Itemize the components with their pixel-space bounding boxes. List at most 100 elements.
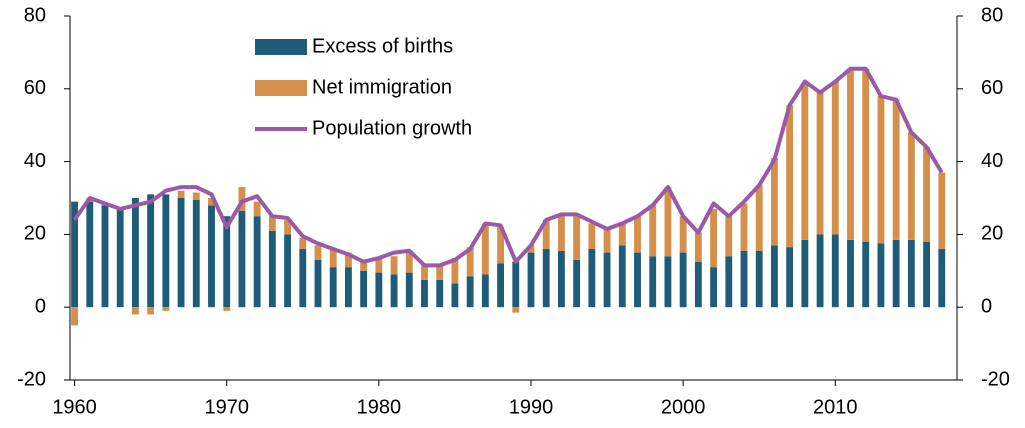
bar: [801, 239, 809, 308]
bar: [375, 258, 383, 273]
bar: [588, 248, 596, 308]
bar: [679, 216, 687, 253]
bar: [634, 216, 641, 253]
bar: [360, 270, 368, 308]
bar: [618, 245, 626, 308]
bar: [877, 243, 885, 308]
legend-label: Population growth: [312, 117, 472, 139]
bar: [329, 248, 337, 268]
bar: [816, 234, 824, 308]
bar: [208, 198, 215, 206]
bar: [192, 192, 200, 200]
bar: [345, 252, 352, 268]
bar: [253, 201, 261, 217]
bar: [755, 185, 763, 251]
bar: [679, 252, 687, 308]
bar: [223, 307, 231, 311]
bar: [938, 172, 946, 249]
bar: [223, 216, 231, 308]
bar: [907, 132, 915, 240]
bar: [268, 230, 276, 308]
bar: [831, 81, 839, 235]
y2-tick-label: 0: [981, 295, 992, 317]
bar: [284, 219, 291, 235]
bar: [238, 187, 246, 211]
bar: [360, 259, 368, 271]
bar: [405, 272, 413, 308]
y-tick-label: 60: [24, 77, 46, 99]
bar: [177, 190, 185, 198]
bar: [907, 239, 915, 308]
bar: [299, 248, 307, 308]
bar: [497, 227, 504, 264]
y2-tick-label: 20: [981, 223, 1003, 245]
bar: [649, 205, 657, 257]
bar: [253, 216, 261, 308]
y-tick-label: 20: [24, 223, 46, 245]
bar: [923, 147, 930, 242]
bar: [588, 223, 596, 249]
bar: [71, 201, 78, 308]
bar: [497, 263, 504, 308]
bar: [786, 105, 794, 248]
bar: [208, 205, 215, 308]
line: [72, 66, 944, 268]
bar: [862, 241, 870, 308]
bar: [481, 274, 489, 308]
bar: [512, 307, 520, 313]
x-tick-label: 1970: [204, 396, 249, 418]
bar: [238, 210, 246, 308]
bar: [177, 198, 185, 308]
bar: [923, 241, 930, 308]
bar: [694, 232, 702, 262]
bar: [603, 252, 611, 308]
bar: [664, 256, 672, 308]
y-tick-label: 40: [24, 150, 46, 172]
legend-swatch: [255, 39, 307, 55]
bar: [162, 194, 170, 308]
y2-tick-label: 60: [981, 77, 1003, 99]
bar: [451, 283, 459, 308]
bar: [634, 252, 641, 308]
bar: [527, 252, 535, 308]
bar: [694, 261, 702, 308]
bar: [314, 259, 322, 308]
bar: [268, 216, 276, 231]
bar: [725, 216, 733, 257]
bar: [390, 274, 398, 308]
bar: [618, 223, 626, 246]
bar: [740, 203, 748, 251]
y-tick-label: 0: [35, 295, 46, 317]
bar: [421, 265, 428, 280]
bar: [390, 256, 398, 275]
bar: [938, 248, 946, 308]
y2-tick-label: 80: [981, 4, 1003, 26]
x-tick-label: 2000: [661, 396, 706, 418]
y-tick-label: -20: [17, 368, 46, 390]
x-tick-label: 1980: [357, 396, 402, 418]
bar: [527, 245, 535, 253]
bar: [664, 187, 672, 257]
bar: [147, 307, 155, 315]
bar: [603, 228, 611, 253]
x-tick-label: 1990: [509, 396, 554, 418]
bar: [466, 247, 474, 277]
y2-tick-label: -20: [981, 368, 1010, 390]
bar: [816, 92, 824, 235]
bar: [771, 245, 778, 308]
bar: [892, 239, 900, 308]
x-tick-label: 1960: [52, 396, 97, 418]
bar: [116, 208, 124, 308]
bar: [877, 96, 885, 244]
bar: [573, 216, 581, 260]
bar: [847, 68, 854, 240]
y-tick-label: 80: [24, 4, 46, 26]
bar: [131, 307, 139, 315]
bar: [740, 250, 748, 308]
bar: [725, 256, 733, 308]
bar: [512, 261, 520, 308]
bar: [421, 279, 428, 308]
bar: [436, 265, 444, 280]
bar: [710, 267, 717, 308]
bar: [558, 214, 565, 251]
